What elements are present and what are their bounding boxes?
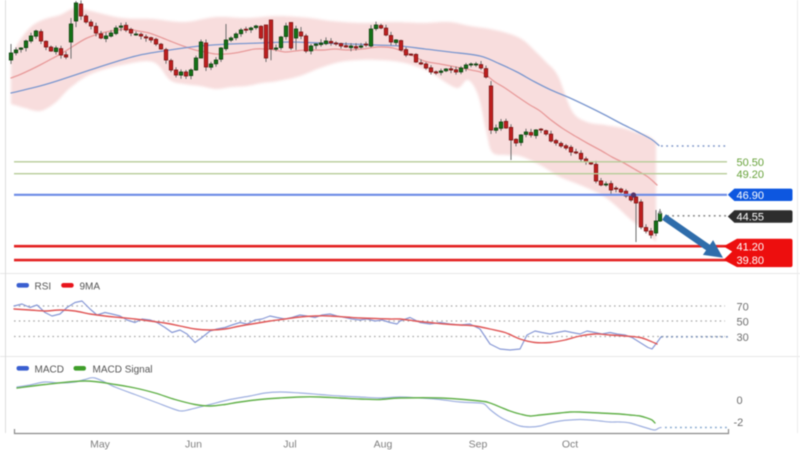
svg-text:RSI: RSI xyxy=(35,281,52,292)
svg-text:May: May xyxy=(90,439,111,450)
svg-text:Jul: Jul xyxy=(283,439,296,450)
svg-text:50.50: 50.50 xyxy=(737,157,765,169)
svg-text:9MA: 9MA xyxy=(80,281,101,292)
svg-text:41.20: 41.20 xyxy=(737,241,765,253)
svg-text:39.80: 39.80 xyxy=(737,255,765,267)
svg-text:30: 30 xyxy=(737,332,749,344)
svg-text:70: 70 xyxy=(737,301,749,313)
svg-text:Aug: Aug xyxy=(374,439,393,450)
svg-text:44.55: 44.55 xyxy=(737,212,765,224)
svg-text:Jun: Jun xyxy=(185,439,202,450)
svg-text:-2: -2 xyxy=(734,417,744,429)
svg-text:46.90: 46.90 xyxy=(737,190,765,202)
svg-text:Sep: Sep xyxy=(469,439,488,450)
svg-text:Oct: Oct xyxy=(562,439,578,450)
svg-text:MACD Signal: MACD Signal xyxy=(93,364,153,375)
svg-text:49.20: 49.20 xyxy=(737,169,765,181)
svg-text:0: 0 xyxy=(737,395,743,407)
svg-text:50: 50 xyxy=(737,316,749,328)
svg-text:MACD: MACD xyxy=(35,364,64,375)
